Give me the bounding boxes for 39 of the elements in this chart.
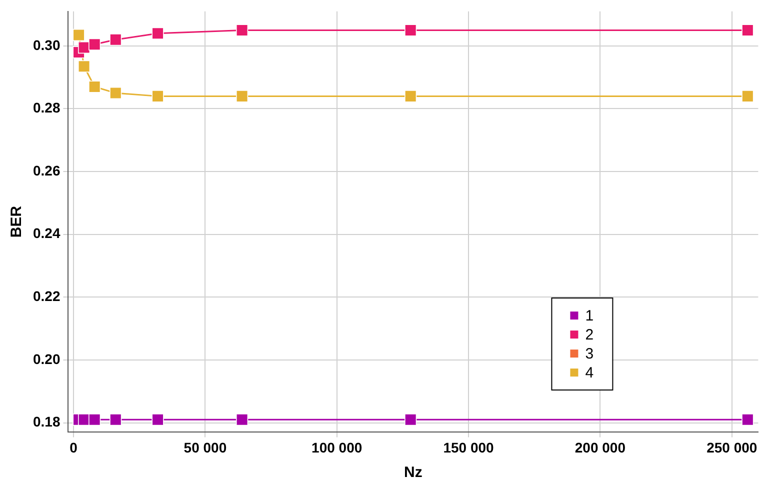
point: [152, 414, 164, 426]
point: [404, 90, 417, 102]
point: [110, 34, 122, 46]
x-tick-label: 100 000: [312, 439, 362, 456]
y-tick-label: 0.30: [33, 36, 60, 53]
point: [236, 414, 248, 426]
point: [78, 60, 90, 72]
legend-label: 3: [585, 346, 594, 363]
y-tick-label: 0.26: [33, 162, 60, 178]
y-axis-title: BER: [8, 206, 26, 238]
point: [236, 90, 248, 102]
point: [742, 414, 754, 426]
point: [110, 414, 122, 426]
x-tick-label: 50 000: [184, 439, 227, 456]
legend-label: 1: [585, 308, 594, 325]
point: [152, 27, 164, 40]
y-tick-label: 0.28: [33, 100, 60, 116]
x-tick-label: 200 000: [574, 439, 626, 456]
y-tick-label: 0.18: [33, 414, 60, 430]
point: [404, 414, 417, 426]
point: [88, 414, 101, 426]
point: [110, 86, 122, 100]
y-tick-label: 0.24: [33, 225, 60, 242]
x-tick-label: 250 000: [706, 439, 758, 456]
point: [404, 24, 417, 36]
x-axis-title: Nz: [404, 464, 422, 482]
point: [236, 24, 248, 36]
y-tick-label: 0.20: [33, 350, 60, 367]
legend-label: 2: [585, 326, 594, 344]
point: [88, 38, 101, 50]
legend-label: 4: [585, 364, 594, 382]
point: [742, 90, 754, 102]
point: [72, 28, 85, 42]
y-tick-label: 0.22: [33, 288, 60, 304]
point: [152, 90, 164, 102]
x-tick-label: 150 000: [443, 439, 494, 456]
point: [742, 24, 754, 36]
point: [88, 80, 101, 93]
x-tick-label: 0: [70, 439, 78, 456]
